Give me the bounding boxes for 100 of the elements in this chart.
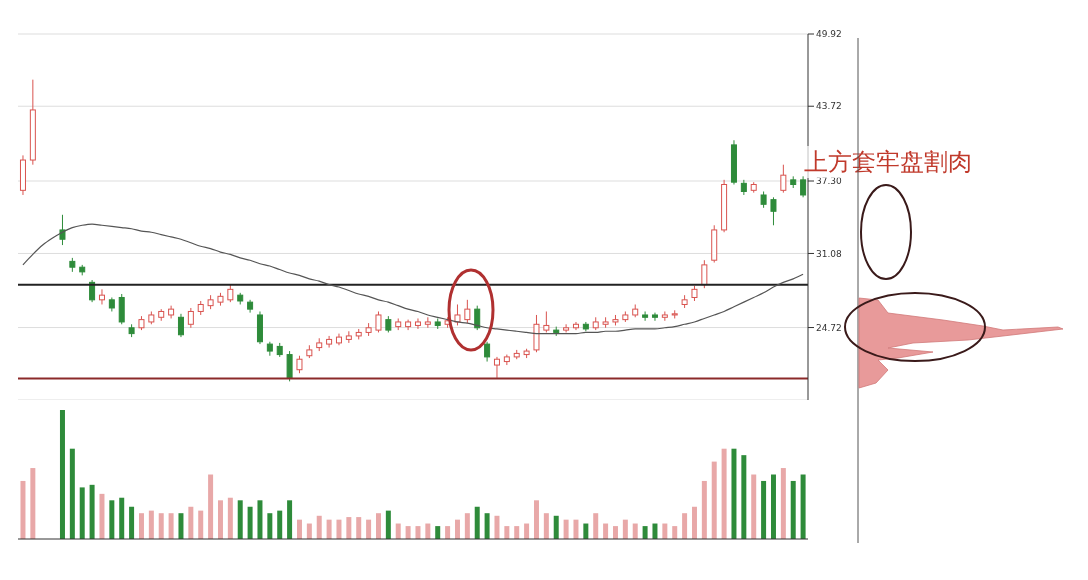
bar bbox=[573, 519, 579, 539]
bar bbox=[612, 526, 618, 539]
bar bbox=[701, 480, 707, 539]
bar bbox=[662, 523, 668, 539]
bar bbox=[514, 526, 520, 539]
bar bbox=[346, 517, 352, 539]
y-tick-label: 37.30 bbox=[816, 176, 843, 187]
bar bbox=[682, 513, 688, 539]
bar bbox=[168, 513, 174, 539]
bar bbox=[227, 497, 233, 539]
bar bbox=[622, 519, 628, 539]
bar bbox=[652, 523, 658, 539]
bar bbox=[533, 500, 539, 539]
candlestick bbox=[563, 323, 570, 333]
bar bbox=[217, 500, 223, 539]
bar bbox=[445, 526, 451, 539]
line-series bbox=[22, 223, 804, 335]
bar bbox=[306, 523, 312, 539]
bar bbox=[435, 526, 441, 539]
bar bbox=[316, 515, 322, 539]
candlestick bbox=[474, 305, 481, 331]
bar bbox=[366, 519, 372, 539]
bar bbox=[524, 523, 530, 539]
bar bbox=[770, 474, 776, 539]
bar bbox=[257, 500, 263, 539]
bar bbox=[593, 513, 599, 539]
bar bbox=[543, 513, 549, 539]
bar bbox=[415, 526, 421, 539]
bar bbox=[188, 506, 194, 539]
bar bbox=[731, 448, 737, 539]
bar bbox=[148, 510, 154, 539]
candlestick bbox=[98, 288, 105, 305]
bar bbox=[563, 519, 569, 539]
candlestick bbox=[326, 335, 333, 349]
bar bbox=[494, 515, 500, 539]
bar bbox=[198, 510, 204, 539]
candlestick bbox=[59, 214, 66, 246]
bar bbox=[553, 515, 559, 539]
bar bbox=[109, 500, 115, 539]
bar bbox=[474, 506, 480, 539]
candlestick bbox=[572, 321, 579, 331]
bar bbox=[691, 506, 697, 539]
y-tick-label: 24.72 bbox=[816, 322, 842, 333]
bar bbox=[336, 519, 342, 539]
bar bbox=[454, 519, 460, 539]
bar bbox=[69, 448, 75, 539]
candlestick bbox=[770, 196, 777, 226]
bar bbox=[721, 448, 727, 539]
bar bbox=[484, 513, 490, 539]
candlestick bbox=[800, 175, 807, 198]
bar bbox=[267, 513, 273, 539]
bar bbox=[208, 474, 214, 539]
bar bbox=[287, 500, 293, 539]
candlestick bbox=[701, 259, 708, 289]
bar bbox=[425, 523, 431, 539]
bar bbox=[277, 510, 283, 539]
candlestick bbox=[651, 312, 658, 322]
candlestick bbox=[187, 307, 194, 329]
bar bbox=[356, 517, 362, 539]
bar bbox=[79, 487, 85, 539]
candlestick bbox=[375, 310, 382, 333]
bar bbox=[237, 500, 243, 539]
bar bbox=[296, 519, 302, 539]
bar bbox=[99, 493, 105, 539]
candlestick bbox=[484, 341, 491, 363]
bar bbox=[642, 526, 648, 539]
bar bbox=[89, 484, 95, 539]
candlestick bbox=[286, 350, 293, 382]
bar bbox=[751, 474, 757, 539]
candlestick bbox=[543, 310, 550, 333]
candlestick bbox=[414, 317, 421, 330]
bar bbox=[247, 506, 253, 539]
candlestick bbox=[493, 356, 500, 379]
bar bbox=[375, 513, 381, 539]
bar bbox=[119, 497, 125, 539]
bar bbox=[385, 510, 391, 539]
bar bbox=[158, 513, 164, 539]
bar bbox=[138, 513, 144, 539]
bar bbox=[30, 468, 36, 539]
bar bbox=[790, 480, 796, 539]
bar bbox=[780, 468, 786, 539]
candlestick bbox=[464, 299, 471, 324]
bar bbox=[20, 480, 26, 539]
candlestick bbox=[780, 164, 787, 194]
bar bbox=[59, 410, 65, 539]
bar bbox=[326, 519, 332, 539]
bar bbox=[583, 523, 589, 539]
bar bbox=[603, 523, 609, 539]
y-tick-label: 43.72 bbox=[816, 101, 842, 112]
bar bbox=[632, 523, 638, 539]
bar bbox=[504, 526, 510, 539]
bar bbox=[711, 461, 717, 539]
bar bbox=[395, 523, 401, 539]
bar bbox=[800, 474, 806, 539]
y-tick-label: 31.08 bbox=[816, 248, 843, 259]
candlestick bbox=[454, 303, 461, 326]
annotation: 上方套牢盘割肉 bbox=[804, 146, 972, 178]
bar bbox=[741, 455, 747, 539]
y-tick-label: 49.92 bbox=[816, 29, 842, 40]
candlestick bbox=[642, 310, 649, 322]
